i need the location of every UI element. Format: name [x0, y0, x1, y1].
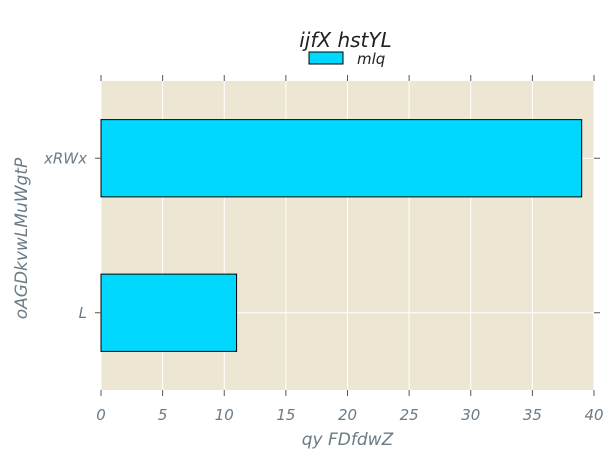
- y-tick-label: xRWx: [43, 149, 87, 167]
- x-axis-label: qy FDfdwZ: [302, 430, 394, 450]
- y-tick-label: L: [79, 304, 87, 322]
- bar-xRWx: [100, 119, 583, 198]
- x-tick-label: 15: [276, 406, 295, 424]
- axis-ticks: [95, 75, 600, 396]
- bars: [100, 119, 583, 352]
- x-tick-label: 0: [96, 406, 106, 424]
- x-tick-label: 20: [338, 406, 357, 424]
- chart-title: ijfX hstYL: [299, 28, 392, 52]
- legend-label: mlq: [357, 50, 385, 68]
- x-tick-label: 40: [584, 406, 603, 424]
- bar-L: [100, 273, 238, 352]
- x-tick-labels: 0 5 10 15 20 25 30 35 40: [96, 406, 603, 424]
- x-tick-label: 10: [215, 406, 234, 424]
- legend-swatch: [308, 51, 344, 65]
- x-tick-label: 25: [400, 406, 419, 424]
- y-axis-label: oAGDkvwLMuWgtP: [12, 157, 32, 319]
- x-tick-label: 5: [158, 406, 168, 424]
- x-tick-label: 30: [461, 406, 480, 424]
- x-tick-label: 35: [523, 406, 542, 424]
- legend: mlq: [308, 50, 385, 68]
